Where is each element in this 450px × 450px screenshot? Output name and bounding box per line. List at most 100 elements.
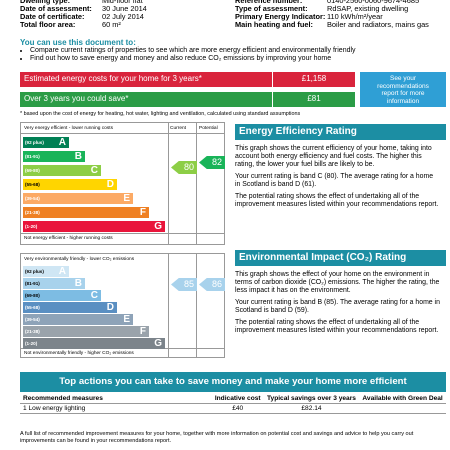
- ee-text: This graph shows the current efficiency …: [235, 145, 440, 213]
- band-letter: E: [123, 314, 130, 325]
- band-letter: A: [58, 137, 66, 148]
- band-range: (1-20): [25, 224, 38, 229]
- saving-label: Over 3 years you could save*: [20, 92, 272, 107]
- paragraph: The potential rating shows the effect of…: [235, 193, 439, 208]
- band: (1-20) G: [23, 221, 165, 232]
- band-letter: F: [139, 326, 146, 337]
- actions-title: Top actions you can take to save money a…: [20, 372, 446, 392]
- detail-row: Date of certificate: 02 July 2014: [20, 13, 225, 21]
- band-range: (81-91): [25, 281, 40, 286]
- band-letter: D: [106, 302, 114, 313]
- paragraph: Your current rating is band C (80). The …: [235, 173, 434, 188]
- ei-chart: Very environmentally friendly - lower CO…: [20, 253, 225, 358]
- header-cell: Typical savings over 3 years: [263, 394, 360, 404]
- ei-title: Environmental Impact (CO₂) Rating: [235, 250, 446, 266]
- table-header: Recommended measures Indicative cost Typic…: [20, 394, 446, 404]
- detail-label: Reference number:: [235, 0, 303, 5]
- band-letter: C: [90, 290, 98, 301]
- ee-top: Very energy efficient - lower running co…: [24, 126, 113, 131]
- band-letter: B: [74, 151, 82, 162]
- ee-bottom: Not energy efficient - higher running co…: [24, 236, 113, 241]
- detail-value: Boiler and radiators, mains gas: [327, 20, 429, 29]
- detail-label: Total floor area:: [20, 20, 76, 29]
- uses-title: You can use this document to:: [20, 38, 136, 47]
- band: (92 plus) A: [23, 137, 69, 148]
- band: (21-38) F: [23, 207, 149, 218]
- detail-value: 02 July 2014: [102, 12, 144, 21]
- header-cell: Available with Green Deal: [359, 394, 446, 404]
- detail-row: Primary Energy Indicator: 110 kWh/m²/year: [235, 13, 447, 21]
- band-letter: E: [123, 193, 130, 204]
- detail-label: Date of assessment:: [20, 4, 92, 13]
- band: (21-38) F: [23, 326, 149, 337]
- ei-current: 85: [171, 278, 197, 291]
- actions-table: Recommended measures Indicative cost Typic…: [20, 394, 446, 414]
- ee-title: Energy Efficiency Rating: [235, 124, 446, 140]
- detail-value: 0140-2560-0060-9674-4685: [327, 0, 420, 5]
- band-range: (55-68): [25, 305, 40, 310]
- band-letter: G: [154, 338, 162, 349]
- band: (81-91) B: [23, 151, 85, 162]
- detail-row: Type of assessment: RdSAP, existing dwell…: [235, 5, 447, 13]
- band-letter: C: [90, 165, 98, 176]
- band: (69-80) C: [23, 290, 101, 301]
- band-range: (21-38): [25, 210, 40, 215]
- details-left: Dwelling type: Mid-floor flat Date of asse…: [20, 0, 225, 29]
- cost-value: £1,158: [273, 72, 355, 87]
- ee-current: 80: [171, 161, 197, 174]
- band-letter: D: [106, 179, 114, 190]
- band: (81-91) B: [23, 278, 85, 289]
- band-range: (21-38): [25, 329, 40, 334]
- detail-value: 30 June 2014: [102, 4, 147, 13]
- band-range: (55-68): [25, 182, 40, 187]
- uses-item: Find out how to save energy and money an…: [30, 55, 450, 63]
- band: (69-80) C: [23, 165, 101, 176]
- detail-row: Total floor area: 60 m²: [20, 21, 225, 29]
- ei-top: Very environmentally friendly - lower CO…: [24, 257, 135, 262]
- detail-row: Date of assessment: 30 June 2014: [20, 5, 225, 13]
- band-range: (39-54): [25, 317, 40, 322]
- detail-label: Type of assessment:: [235, 4, 308, 13]
- ee-current-label: Current: [170, 126, 186, 131]
- band: (55-68) D: [23, 179, 117, 190]
- band-range: (69-80): [25, 168, 40, 173]
- detail-label: Primary Energy Indicator:: [235, 12, 326, 21]
- detail-value: Mid-floor flat: [102, 0, 143, 5]
- header-cell: Recommended measures: [20, 394, 212, 404]
- table-cell: £82.14: [263, 403, 360, 414]
- band-letter: F: [139, 207, 146, 218]
- band: (1-20) G: [23, 338, 165, 349]
- details-right: Reference number: 0140-2560-0060-9674-468…: [235, 0, 447, 29]
- band-letter: A: [58, 266, 66, 277]
- detail-row: Dwelling type: Mid-floor flat: [20, 0, 225, 5]
- detail-value: 60 m²: [102, 20, 121, 29]
- band: (39-54) E: [23, 314, 133, 325]
- ee-chart: Very energy efficient - lower running co…: [20, 122, 225, 245]
- table-cell: [359, 403, 446, 414]
- uses-list: Compare current ratings of properties to…: [20, 47, 450, 63]
- saving-value: £81: [273, 92, 355, 107]
- footnote: * based upon the cost of energy for heat…: [20, 111, 301, 117]
- paragraph: Your current rating is band B (85). The …: [235, 299, 440, 314]
- table-cell: 1 Low energy lighting: [20, 403, 212, 414]
- detail-label: Date of certificate:: [20, 12, 85, 21]
- band-range: (92 plus): [25, 140, 44, 145]
- paragraph: This graph shows the effect of your home…: [235, 271, 440, 294]
- table-row: 1 Low energy lighting £40 £82.14: [20, 403, 446, 414]
- band-letter: B: [74, 278, 82, 289]
- uses-item: Compare current ratings of properties to…: [30, 47, 450, 55]
- detail-row: Main heating and fuel: Boiler and radiato…: [235, 21, 447, 29]
- band-range: (39-54): [25, 196, 40, 201]
- detail-label: Main heating and fuel:: [235, 20, 314, 29]
- band-range: (69-80): [25, 293, 40, 298]
- band-letter: G: [154, 221, 162, 232]
- ei-text: This graph shows the effect of your home…: [235, 271, 440, 339]
- detail-value: 110 kWh/m²/year: [327, 12, 383, 21]
- detail-row: Reference number: 0140-2560-0060-9674-468…: [235, 0, 447, 5]
- ei-potential: 86: [199, 278, 225, 291]
- report-note: See your recommendations report for more…: [360, 72, 446, 107]
- table-cell: £40: [211, 403, 264, 414]
- paragraph: This graph shows the current efficiency …: [235, 145, 432, 168]
- band-range: (81-91): [25, 154, 40, 159]
